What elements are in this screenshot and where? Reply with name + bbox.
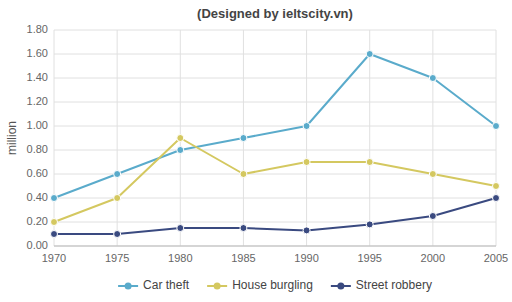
x-tick-label: 2005 <box>484 252 508 264</box>
plot-area <box>51 51 500 238</box>
y-tick-label: 0.60 <box>27 167 48 179</box>
series-point <box>366 159 373 166</box>
series-point <box>51 231 58 238</box>
legend-marker <box>214 283 221 290</box>
y-grid-line <box>54 30 496 31</box>
x-tick-label: 1980 <box>168 252 192 264</box>
series-point <box>493 183 500 190</box>
legend-item: Car theft <box>118 278 190 292</box>
y-tick-label: 0.20 <box>27 215 48 227</box>
x-tick-label: 1990 <box>294 252 318 264</box>
series-point <box>240 225 247 232</box>
x-tick-label: 1995 <box>357 252 381 264</box>
series-point <box>114 231 121 238</box>
legend-marker <box>125 283 132 290</box>
series-point <box>429 171 436 178</box>
y-grid-line <box>54 54 496 55</box>
y-tick-label: 1.00 <box>27 119 48 131</box>
series-point <box>303 123 310 130</box>
series-point <box>114 195 121 202</box>
series-line <box>54 54 496 198</box>
series-point <box>177 225 184 232</box>
chart: (Designed by ieltscity.vn) million 0.00 0.2… <box>0 0 512 302</box>
x-grid-line <box>369 30 370 246</box>
y-tick-label: 1.20 <box>27 95 48 107</box>
y-tick-label: 1.60 <box>27 47 48 59</box>
y-tick-label: 1.80 <box>27 23 48 35</box>
x-grid-line <box>117 30 118 246</box>
series-point <box>303 227 310 234</box>
legend-label: Street robbery <box>356 278 432 292</box>
legend-label: House burgling <box>232 278 313 292</box>
x-tick-label: 1985 <box>231 252 255 264</box>
series-line <box>54 198 496 234</box>
legend-item: Street robbery <box>331 278 432 292</box>
series-point <box>429 213 436 220</box>
y-tick-label: 0.00 <box>27 239 48 251</box>
x-axis-line <box>54 246 496 247</box>
legend-marker <box>337 283 344 290</box>
legend-label: Car theft <box>143 278 190 292</box>
series-point <box>366 221 373 228</box>
y-axis-label: million <box>5 121 19 155</box>
series-point <box>51 219 58 226</box>
series-point <box>114 171 121 178</box>
series-point <box>493 195 500 202</box>
y-tick-label: 1.40 <box>27 71 48 83</box>
x-tick-label: 1970 <box>42 252 66 264</box>
x-tick-label: 2000 <box>421 252 445 264</box>
y-grid-line <box>54 222 496 223</box>
y-grid-line <box>54 150 496 151</box>
y-grid-line <box>54 126 496 127</box>
x-tick-label: 1975 <box>105 252 129 264</box>
legend-item: House burgling <box>207 278 313 292</box>
series-point <box>303 159 310 166</box>
x-grid-line <box>54 30 55 246</box>
series-line <box>54 138 496 222</box>
series-point <box>429 75 436 82</box>
x-grid-line <box>306 30 307 246</box>
series-point <box>51 195 58 202</box>
y-grid-line <box>54 246 496 247</box>
axes: 0.00 0.20 0.40 0.60 0.80 1.00 1.20 1.40 1.60 1.80… <box>27 23 509 264</box>
x-grid-line <box>496 30 497 246</box>
y-tick-label: 0.80 <box>27 143 48 155</box>
y-grid-line <box>54 102 496 103</box>
series-point <box>240 171 247 178</box>
series-point <box>366 51 373 58</box>
y-tick-label: 0.40 <box>27 191 48 203</box>
series-point <box>240 135 247 142</box>
legend: Car theft House burgling Street robbery <box>118 278 432 292</box>
series-point <box>177 135 184 142</box>
title: (Designed by ieltscity.vn) <box>197 6 353 21</box>
series-point <box>177 147 184 154</box>
series-point <box>493 123 500 130</box>
